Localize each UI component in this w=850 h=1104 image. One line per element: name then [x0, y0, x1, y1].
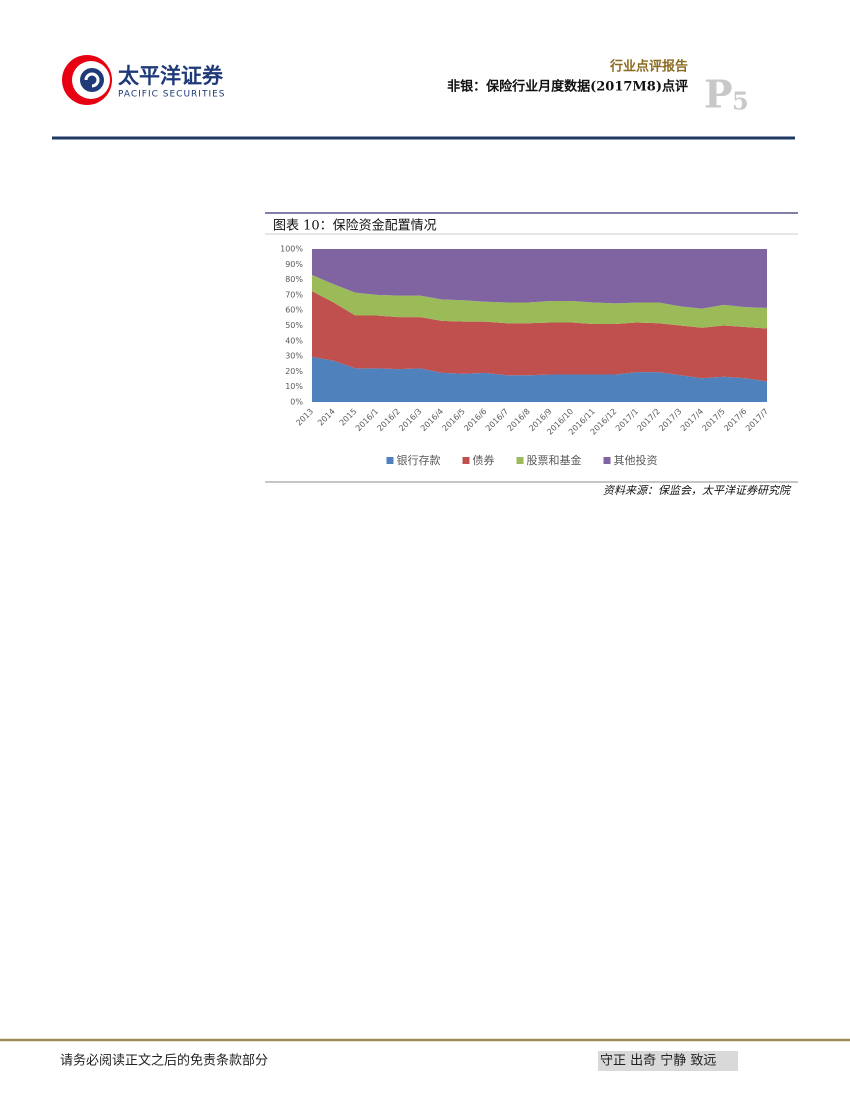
area — [312, 249, 767, 309]
x-tick-label: 2017/4 — [679, 407, 705, 433]
x-tick-label: 2017/7 — [744, 407, 770, 433]
legend-swatch — [386, 457, 394, 464]
legend-label: 其他投资 — [614, 453, 658, 467]
logo-cn: 太平洋证券 — [118, 64, 224, 88]
x-tick-label: 2016/8 — [506, 407, 532, 433]
x-tick-label: 2016/3 — [397, 407, 423, 433]
area — [312, 356, 767, 402]
y-tick-label: 100% — [280, 245, 303, 254]
y-tick-label: 30% — [285, 352, 303, 361]
report-title: 非银：保险行业月度数据(2017M8)点评 — [447, 79, 688, 95]
y-tick-label: 50% — [285, 321, 303, 330]
footer-disclaimer: 请务必阅读正文之后的免责条款部分 — [60, 1053, 268, 1069]
area — [312, 291, 767, 382]
x-tick-label: 2017/3 — [657, 407, 683, 433]
legend-swatch — [603, 457, 611, 464]
legend-label: 银行存款 — [397, 453, 441, 467]
y-tick-label: 60% — [285, 306, 303, 315]
chart: 0%10%20%30%40%50%60%70%80%90%100%2013 201… — [280, 245, 770, 468]
legend-swatch — [462, 457, 470, 464]
logo — [62, 55, 112, 105]
footer-motto: 守正 出奇 宁静 致远 — [600, 1053, 716, 1069]
x-tick-label: 2017/5 — [701, 407, 727, 433]
page-number: 5 — [732, 87, 749, 116]
figure-source: 资料来源：保监会，太平洋证券研究院 — [603, 484, 792, 497]
motto-bg — [598, 1051, 738, 1071]
legend-label: 债券 — [473, 453, 495, 467]
x-tick-label: 2016/2 — [376, 407, 402, 433]
logo-core — [80, 68, 104, 92]
logo-swirl — [84, 72, 100, 88]
x-tick-label: 2016/7 — [484, 407, 510, 433]
x-tick-label: 2016/6 — [462, 407, 488, 433]
y-tick-label: 10% — [285, 382, 303, 391]
y-tick-label: 0% — [290, 398, 303, 407]
area — [312, 275, 767, 329]
y-tick-label: 80% — [285, 275, 303, 284]
report-type: 行业点评报告 — [609, 59, 688, 75]
y-tick-label: 90% — [285, 260, 303, 269]
x-tick-label: 2017/1 — [614, 407, 640, 433]
logo-en: PACIFIC SECURITIES — [118, 90, 226, 100]
legend-swatch — [516, 457, 524, 464]
y-tick-label: 70% — [285, 290, 303, 299]
x-tick-label: 2013 — [294, 407, 315, 428]
figure-caption: 图表 10：保险资金配置情况 — [273, 218, 437, 234]
x-tick-label: 2016/5 — [441, 407, 467, 433]
x-tick-label: 2017/6 — [722, 407, 748, 433]
x-tick-label: 2016/1 — [354, 407, 380, 433]
x-tick-label: 2017/2 — [636, 407, 662, 433]
y-tick-label: 20% — [285, 367, 303, 376]
y-tick-label: 40% — [285, 336, 303, 345]
x-tick-label: 2016/4 — [419, 407, 445, 433]
legend-label: 股票和基金 — [527, 453, 582, 467]
page-prefix: P — [704, 72, 733, 117]
x-tick-label: 2014 — [316, 407, 337, 428]
